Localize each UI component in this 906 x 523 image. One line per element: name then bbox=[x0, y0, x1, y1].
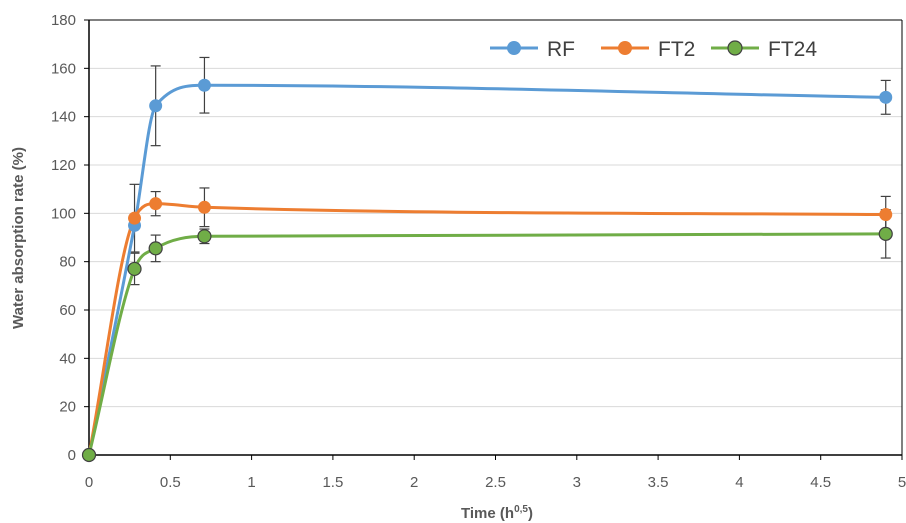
x-axis-title-suffix: ) bbox=[528, 505, 533, 522]
y-tick-label: 80 bbox=[59, 254, 76, 271]
y-tick-label: 120 bbox=[51, 157, 76, 174]
series-line-rf bbox=[87, 83, 886, 456]
data-point-ft2 bbox=[197, 200, 211, 214]
legend-label-ft2: FT2 bbox=[658, 38, 695, 61]
legend-marker-ft24 bbox=[727, 40, 743, 56]
x-tick-label: 0.5 bbox=[160, 474, 181, 491]
x-tick-label: 2.5 bbox=[485, 474, 506, 491]
y-tick-labels: 0 20 40 60 80 100 120 140 160 180 bbox=[51, 12, 76, 464]
y-tick-label: 20 bbox=[59, 399, 76, 416]
x-tick-label: 0 bbox=[85, 474, 93, 491]
x-tick-label: 2 bbox=[410, 474, 418, 491]
series-markers bbox=[81, 78, 893, 463]
data-point-rf bbox=[879, 90, 893, 104]
x-tick-labels: 0 0.5 1 1.5 2 2.5 3 3.5 4 4.5 5 bbox=[85, 474, 906, 491]
data-point-ft2 bbox=[128, 211, 142, 225]
x-axis-title-superscript: 0,5 bbox=[514, 504, 528, 515]
x-tick-label: 1 bbox=[247, 474, 255, 491]
y-axis-title: Water absorption rate (%) bbox=[10, 147, 27, 329]
series-line-ft24 bbox=[87, 232, 886, 456]
y-tick-label: 180 bbox=[51, 12, 76, 29]
y-tick-label: 40 bbox=[59, 350, 76, 367]
x-tick-label: 3 bbox=[573, 474, 581, 491]
data-point-rf bbox=[197, 78, 211, 92]
x-tick-label: 3.5 bbox=[648, 474, 669, 491]
y-tick-label: 100 bbox=[51, 205, 76, 222]
series-line-ft2 bbox=[87, 202, 886, 456]
legend-marker-rf bbox=[507, 41, 521, 55]
data-point-ft24 bbox=[197, 229, 212, 244]
error-bars bbox=[129, 56, 891, 286]
series-lines bbox=[87, 83, 886, 456]
y-tick-label: 60 bbox=[59, 302, 76, 319]
x-axis-title: Time (h0,5) bbox=[461, 504, 533, 522]
data-point-ft24 bbox=[127, 261, 142, 277]
data-point-ft24 bbox=[81, 447, 97, 463]
x-tick-label: 5 bbox=[898, 474, 906, 491]
legend: RF FT2 FT24 bbox=[490, 38, 817, 61]
legend-label-rf: RF bbox=[547, 38, 575, 61]
x-tick-label: 4 bbox=[735, 474, 743, 491]
axes bbox=[84, 19, 903, 460]
x-axis-title-main: Time (h bbox=[461, 505, 514, 522]
y-tick-label: 0 bbox=[68, 447, 76, 464]
legend-label-ft24: FT24 bbox=[768, 38, 817, 61]
data-point-ft2 bbox=[149, 197, 163, 211]
data-point-ft24 bbox=[148, 241, 163, 256]
data-point-rf bbox=[149, 99, 163, 113]
data-point-ft2 bbox=[879, 208, 893, 222]
y-tick-label: 140 bbox=[51, 109, 76, 126]
x-tick-label: 1.5 bbox=[322, 474, 343, 491]
y-tick-label: 160 bbox=[51, 60, 76, 77]
x-tick-label: 4.5 bbox=[810, 474, 831, 491]
data-point-ft24 bbox=[878, 226, 893, 241]
legend-marker-ft2 bbox=[618, 41, 632, 55]
